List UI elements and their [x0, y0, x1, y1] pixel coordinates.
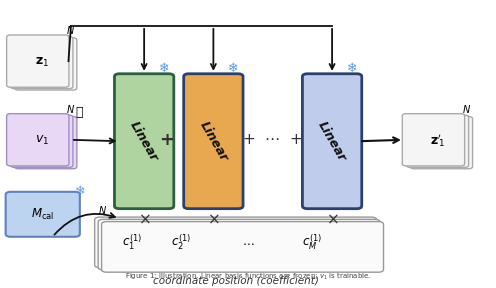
Text: +  $\cdots$  +: + $\cdots$ +	[243, 132, 303, 147]
FancyBboxPatch shape	[10, 115, 73, 167]
Text: $c_1^{(1)}$: $c_1^{(1)}$	[122, 233, 142, 252]
Text: Linear: Linear	[315, 119, 349, 164]
Text: +: +	[159, 131, 174, 149]
FancyBboxPatch shape	[14, 116, 77, 169]
FancyBboxPatch shape	[14, 38, 77, 90]
FancyBboxPatch shape	[410, 116, 473, 169]
Text: $c_2^{(1)}$: $c_2^{(1)}$	[171, 233, 191, 252]
Text: $\times$: $\times$	[326, 211, 338, 226]
FancyBboxPatch shape	[95, 217, 376, 268]
FancyBboxPatch shape	[102, 221, 383, 272]
Text: $c_M^{(1)}$: $c_M^{(1)}$	[302, 233, 322, 252]
Text: $\times$: $\times$	[207, 211, 220, 226]
Text: coordinate position (coefficient): coordinate position (coefficient)	[153, 276, 318, 286]
FancyBboxPatch shape	[115, 74, 174, 209]
Text: $N$: $N$	[98, 204, 107, 216]
Text: $M_{\rm cal}$: $M_{\rm cal}$	[31, 207, 55, 222]
Text: 🔥: 🔥	[75, 106, 83, 119]
Text: $\mathbf{z}_1$: $\mathbf{z}_1$	[35, 55, 49, 69]
Text: $N$: $N$	[462, 103, 471, 115]
Text: ❄: ❄	[347, 62, 357, 75]
FancyBboxPatch shape	[303, 74, 362, 209]
Text: ❄: ❄	[228, 62, 239, 75]
Text: Figure 1: Illustration. Linear basis functions are frozen; $v_1$ is trainable.: Figure 1: Illustration. Linear basis fun…	[125, 272, 371, 282]
Text: $v_1$: $v_1$	[35, 134, 49, 147]
FancyBboxPatch shape	[6, 114, 69, 166]
FancyBboxPatch shape	[6, 35, 69, 87]
FancyBboxPatch shape	[98, 219, 380, 270]
Text: $\times$: $\times$	[138, 211, 150, 226]
Text: ❄: ❄	[74, 185, 85, 198]
FancyBboxPatch shape	[10, 36, 73, 89]
Text: ❄: ❄	[159, 62, 169, 75]
Text: $\cdots$: $\cdots$	[242, 236, 254, 249]
FancyBboxPatch shape	[402, 114, 465, 166]
FancyBboxPatch shape	[406, 115, 469, 167]
Text: Linear: Linear	[127, 119, 161, 164]
FancyBboxPatch shape	[184, 74, 243, 209]
Text: $N$: $N$	[66, 24, 75, 36]
FancyBboxPatch shape	[5, 192, 80, 237]
Text: Linear: Linear	[197, 119, 230, 164]
Text: $N$: $N$	[66, 103, 75, 115]
Text: $\mathbf{z'}_{\!1}$: $\mathbf{z'}_{\!1}$	[430, 132, 445, 149]
